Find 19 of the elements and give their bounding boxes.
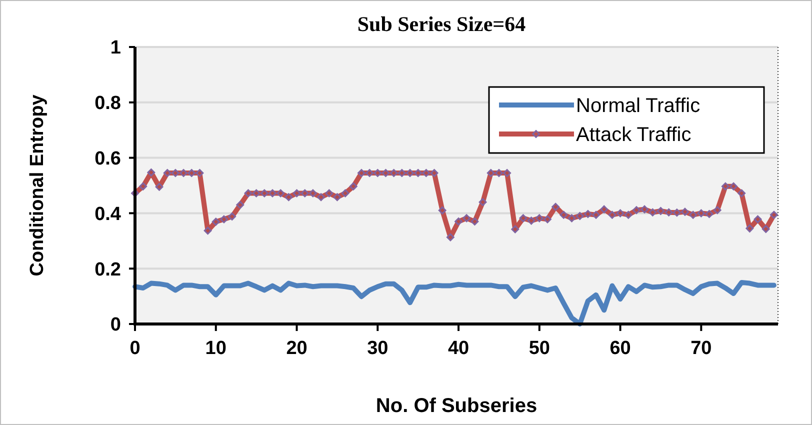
x-tick-label: 20 bbox=[286, 338, 308, 359]
legend-label: Attack Traffic bbox=[576, 124, 692, 146]
x-tick-label: 50 bbox=[528, 338, 550, 359]
y-tick-label: 1 bbox=[110, 38, 122, 59]
x-tick-label: 30 bbox=[367, 338, 388, 359]
x-tick-label: 0 bbox=[130, 338, 140, 359]
x-tick-label: 70 bbox=[690, 338, 712, 359]
y-tick-label: 0 bbox=[110, 314, 121, 336]
x-tick-label: 10 bbox=[205, 338, 226, 359]
y-tick-label: 0.4 bbox=[94, 204, 122, 225]
y-axis-title: Conditional Entropy bbox=[27, 94, 48, 276]
y-tick-label: 0.8 bbox=[94, 93, 121, 114]
x-tick-label: 40 bbox=[448, 338, 470, 359]
chart-title: Sub Series Size=64 bbox=[357, 12, 526, 36]
y-tick-label: 0.6 bbox=[94, 148, 121, 170]
x-tick-label: 60 bbox=[610, 338, 631, 359]
y-tick-label: 0.2 bbox=[94, 259, 121, 280]
x-axis-title: No. Of Subseries bbox=[376, 395, 538, 417]
legend-label: Normal Traffic bbox=[576, 95, 700, 117]
